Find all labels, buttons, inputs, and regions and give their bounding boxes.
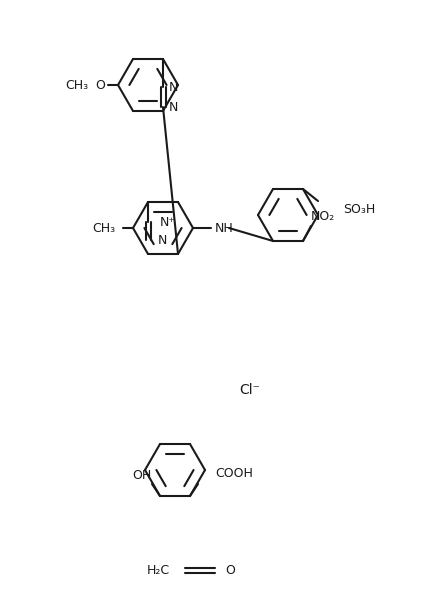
Text: N: N: [168, 101, 178, 113]
Text: NH: NH: [215, 221, 234, 235]
Text: SO₃H: SO₃H: [343, 202, 375, 216]
Text: COOH: COOH: [215, 468, 253, 481]
Text: OH: OH: [132, 470, 152, 482]
Text: NO₂: NO₂: [311, 210, 335, 224]
Text: CH₃: CH₃: [92, 221, 115, 235]
Text: H₂C: H₂C: [147, 563, 170, 576]
Text: CH₃: CH₃: [65, 78, 88, 91]
Text: Cl⁻: Cl⁻: [240, 383, 260, 397]
Text: N⁺: N⁺: [160, 216, 176, 229]
Text: N: N: [158, 234, 168, 246]
Text: N: N: [168, 80, 178, 94]
Text: O: O: [225, 563, 235, 576]
Text: O: O: [95, 78, 105, 91]
